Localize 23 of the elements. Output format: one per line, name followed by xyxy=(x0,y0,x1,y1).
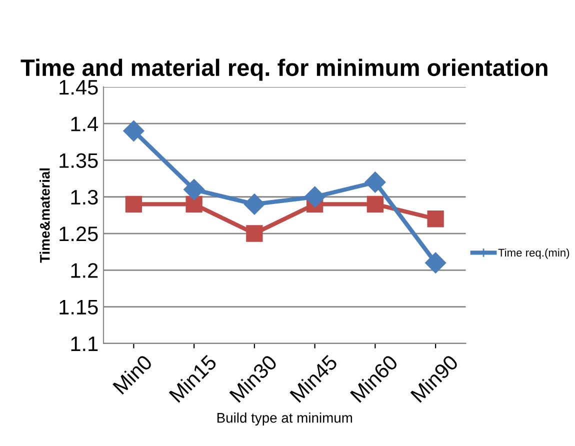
point xyxy=(366,196,384,213)
point xyxy=(304,186,326,208)
point xyxy=(125,196,142,213)
x-axis-title: Build type at minimum xyxy=(217,412,352,426)
y-tick-label: 1.35 xyxy=(60,153,98,168)
point xyxy=(123,120,144,142)
y-tick-label: 1.25 xyxy=(60,226,98,242)
point xyxy=(427,210,444,228)
y-tick-label: 1.1 xyxy=(71,336,98,351)
y-tick-label: 1.15 xyxy=(60,300,98,315)
y-tick-label: 1.4 xyxy=(71,116,98,132)
y-tick-label: 1.2 xyxy=(71,263,98,278)
point xyxy=(246,225,263,242)
legend-label: Time req.(min) xyxy=(498,248,570,259)
y-axis-title: Time&material xyxy=(40,168,50,263)
point xyxy=(186,196,202,213)
y-tick-label: 1.3 xyxy=(71,190,98,205)
point xyxy=(184,179,205,200)
y-tick-label: 1.45 xyxy=(60,80,98,95)
point xyxy=(425,252,446,274)
point xyxy=(244,194,265,215)
point xyxy=(364,172,386,193)
chart-title: Time and material req. for minimum orientation xyxy=(20,58,548,81)
